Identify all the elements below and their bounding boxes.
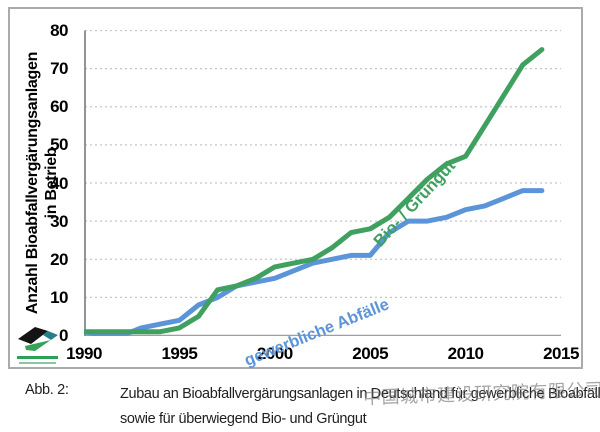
y-tick-label: 30 <box>50 211 68 231</box>
y-tick-label: 50 <box>50 135 68 155</box>
y-tick-label: 60 <box>50 97 68 117</box>
caption-text: Zubau an Bioabfallvergärungsanlagen in D… <box>120 382 600 432</box>
x-tick-label: 2015 <box>543 344 579 363</box>
y-tick-label: 80 <box>50 21 68 40</box>
x-tick-label: 2000 <box>256 344 293 363</box>
x-tick-label: 2010 <box>447 344 484 363</box>
plot-area: gewerbliche Abfälle Bio- / Grüngut <box>81 29 561 370</box>
x-tick-label: 1995 <box>161 344 198 363</box>
y-tick-label: 10 <box>50 287 68 307</box>
caption-label: Abb. 2: <box>25 382 69 398</box>
y-tick-label: 0 <box>59 326 68 345</box>
line-chart-svg <box>81 29 561 338</box>
institute-logo-icon <box>17 327 58 364</box>
caption-line2: sowie für überwiegend Bio- und Grüngut <box>120 411 367 427</box>
x-tick-label: 2005 <box>352 344 389 363</box>
series-line-0 <box>81 188 545 338</box>
caption-line1: Zubau an Bioabfallvergärungsanlagen in D… <box>120 386 600 402</box>
y-tick-label: 70 <box>50 59 68 79</box>
y-tick-label: 40 <box>50 173 68 193</box>
x-tick-label: 1990 <box>66 344 102 363</box>
y-tick-label: 20 <box>50 249 68 269</box>
series-line-1 <box>81 47 545 335</box>
chart-figure: Anzahl Bioabfallvergärungsanlagen in Bet… <box>8 7 583 370</box>
